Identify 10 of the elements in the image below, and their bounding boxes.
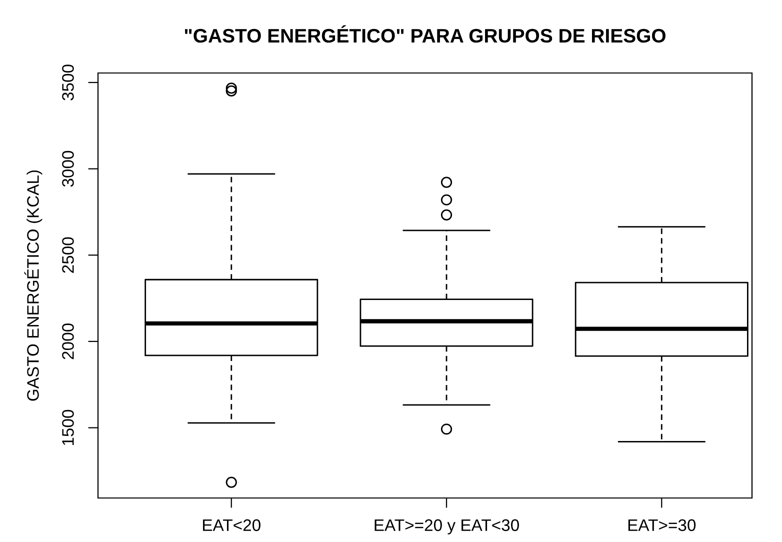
y-tick-label: 2000 bbox=[62, 324, 74, 360]
x-tick-label: EAT>=30 bbox=[628, 519, 696, 532]
chart-title: "GASTO ENERGÉTICO" PARA GRUPOS DE RIESGO bbox=[184, 25, 666, 43]
y-axis-title: GASTO ENERGÉTICO (KCAL) bbox=[24, 170, 42, 401]
x-tick-label: EAT<20 bbox=[203, 519, 260, 532]
y-tick-label: 2500 bbox=[62, 237, 74, 273]
y-tick-label: 1500 bbox=[62, 410, 74, 446]
y-tick-label: 3000 bbox=[62, 150, 74, 187]
y-tick-label: 3500 bbox=[62, 64, 74, 100]
x-tick-label: EAT>=20 y EAT<30 bbox=[374, 519, 519, 534]
